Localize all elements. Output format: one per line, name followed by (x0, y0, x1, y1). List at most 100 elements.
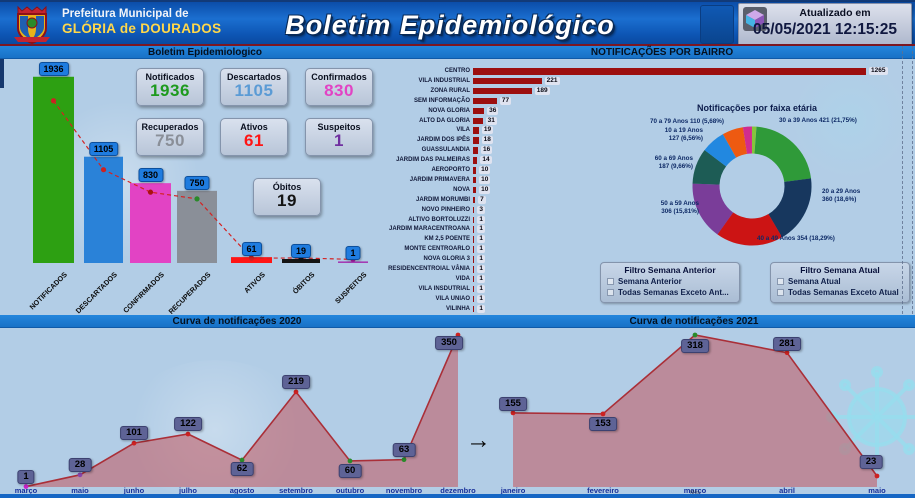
checkbox-label[interactable]: Todas Semanas Exceto Atual (788, 288, 899, 297)
bairro-bar[interactable] (473, 246, 475, 253)
bairro-label: VILINHA (446, 305, 470, 312)
bairro-row: NOVO PINHEIRO 3 (375, 205, 913, 215)
bairro-bar[interactable] (473, 206, 475, 214)
bairro-label: VILA UNIAO (435, 295, 470, 302)
data-point[interactable] (239, 457, 245, 463)
bairro-bar[interactable] (473, 157, 478, 164)
card-label: Recuperados (141, 122, 199, 132)
bar-suspeitos[interactable] (338, 261, 368, 263)
checkbox-icon[interactable] (777, 289, 784, 296)
lower-header-strip: Curva de notificações 2020 Curva de noti… (0, 315, 915, 328)
data-point[interactable] (692, 332, 698, 338)
checkbox-label[interactable]: Semana Anterior (618, 277, 682, 286)
filter-option[interactable]: Semana Anterior (607, 277, 739, 286)
data-point[interactable] (77, 472, 83, 478)
data-point[interactable] (131, 440, 137, 446)
trend-point[interactable] (194, 196, 200, 202)
bairro-bar[interactable] (473, 97, 497, 105)
trend-point[interactable] (50, 98, 57, 104)
bairro-bar[interactable] (473, 176, 477, 184)
bairro-label: JARDIM MORUMBI (416, 196, 470, 203)
trend-point[interactable] (100, 167, 107, 173)
bairro-bar[interactable] (473, 256, 475, 263)
bar-value-chip: 750 (184, 175, 210, 190)
checkbox-label[interactable]: Semana Atual (788, 277, 841, 286)
bar-descartados[interactable] (84, 156, 123, 263)
bairro-bar[interactable] (473, 275, 475, 283)
bottom-edge (0, 494, 915, 498)
category-label: SUSPEITOS (333, 270, 369, 306)
donut-label: 20 a 29 Anos 360 (18,6%) (822, 188, 861, 203)
bairro-bar[interactable] (473, 216, 475, 223)
bar-value-chip: 1105 (88, 141, 119, 156)
bairro-label: JARDIM DAS PALMEIRAS (396, 157, 470, 164)
data-point[interactable] (510, 410, 516, 416)
donut-slice-3[interactable] (689, 123, 815, 249)
bairro-bar[interactable] (473, 68, 867, 75)
bairro-row: JARDIM MARACENTROANA 1 (375, 225, 913, 234)
bar-notificados[interactable] (33, 76, 74, 263)
trend-point[interactable] (248, 255, 255, 261)
bairro-bar[interactable] (473, 137, 479, 144)
bairro-bar[interactable] (473, 196, 476, 204)
checkbox-icon[interactable] (607, 278, 614, 285)
donut-label: 70 a 79 Anos 110 (5,68%) (650, 118, 724, 125)
data-point[interactable] (874, 473, 880, 479)
data-point[interactable] (293, 389, 299, 395)
data-point[interactable] (600, 411, 606, 417)
pane-edge[interactable] (902, 46, 903, 314)
bairro-bar[interactable] (473, 147, 478, 154)
data-point[interactable] (185, 431, 191, 437)
bairro-row: ZONA RURAL 189 (375, 86, 913, 96)
data-point[interactable] (401, 457, 407, 463)
bairro-bar[interactable] (473, 186, 477, 194)
bairro-bar[interactable] (473, 285, 475, 293)
card-value: 1 (334, 131, 344, 150)
month-label: março (683, 486, 707, 495)
data-point[interactable] (347, 458, 353, 464)
bairro-label: GUASSULANDIA (421, 147, 470, 154)
bairro-bar[interactable] (473, 77, 542, 85)
bairro-bar[interactable] (473, 117, 483, 124)
data-point[interactable] (784, 350, 790, 356)
curve-2020-chart (23, 332, 461, 489)
donut-slice-2[interactable] (692, 126, 812, 246)
summary-card-óbitos: Óbitos 19 (253, 178, 321, 216)
donut-label: 10 a 19 Anos 127 (6,56%) (664, 127, 703, 142)
trend-point[interactable] (147, 189, 154, 195)
pane-edge[interactable] (912, 46, 913, 314)
donut-slice-8[interactable] (692, 126, 812, 246)
bar-confirmados[interactable] (130, 183, 171, 263)
bairro-bar[interactable] (473, 167, 477, 174)
bar-recuperados[interactable] (177, 190, 217, 263)
data-point[interactable] (23, 484, 29, 489)
donut-slice-6[interactable] (688, 122, 817, 251)
checkbox-icon[interactable] (607, 289, 614, 296)
donut-slice-0[interactable] (692, 126, 812, 246)
bairro-label: ALTIVO BORTOLUZZI (408, 216, 470, 223)
filter-option[interactable]: Todas Semanas Exceto Ant... (607, 288, 739, 297)
bar-óbitos[interactable] (282, 259, 320, 263)
filter-option[interactable]: Semana Atual (777, 277, 909, 286)
donut-slice-4[interactable] (688, 122, 816, 250)
bairro-value: 10 (479, 166, 491, 174)
bairro-bar[interactable] (473, 295, 475, 303)
filter-option[interactable]: Todas Semanas Exceto Atual (777, 288, 909, 297)
bairro-bar[interactable] (473, 266, 475, 273)
bairro-label: NOVA (453, 186, 470, 193)
checkbox-icon[interactable] (777, 278, 784, 285)
checkbox-label[interactable]: Todas Semanas Exceto Ant... (618, 288, 729, 297)
bairro-bar[interactable] (473, 127, 479, 134)
bairro-row: ALTIVO BORTOLUZZI 1 (375, 215, 913, 225)
month-label: maio (868, 486, 886, 495)
bairro-row: VILINHA 1 (375, 304, 913, 314)
banner-separator (0, 44, 915, 46)
bairro-bar[interactable] (473, 87, 532, 95)
bairro-bar[interactable] (473, 236, 475, 243)
bairro-value: 1 (477, 255, 486, 264)
nav-button[interactable] (700, 5, 734, 44)
card-value: 19 (277, 191, 297, 210)
bairro-bar[interactable] (473, 107, 485, 115)
bairro-bar[interactable] (473, 305, 475, 313)
bairro-bar[interactable] (473, 226, 475, 233)
